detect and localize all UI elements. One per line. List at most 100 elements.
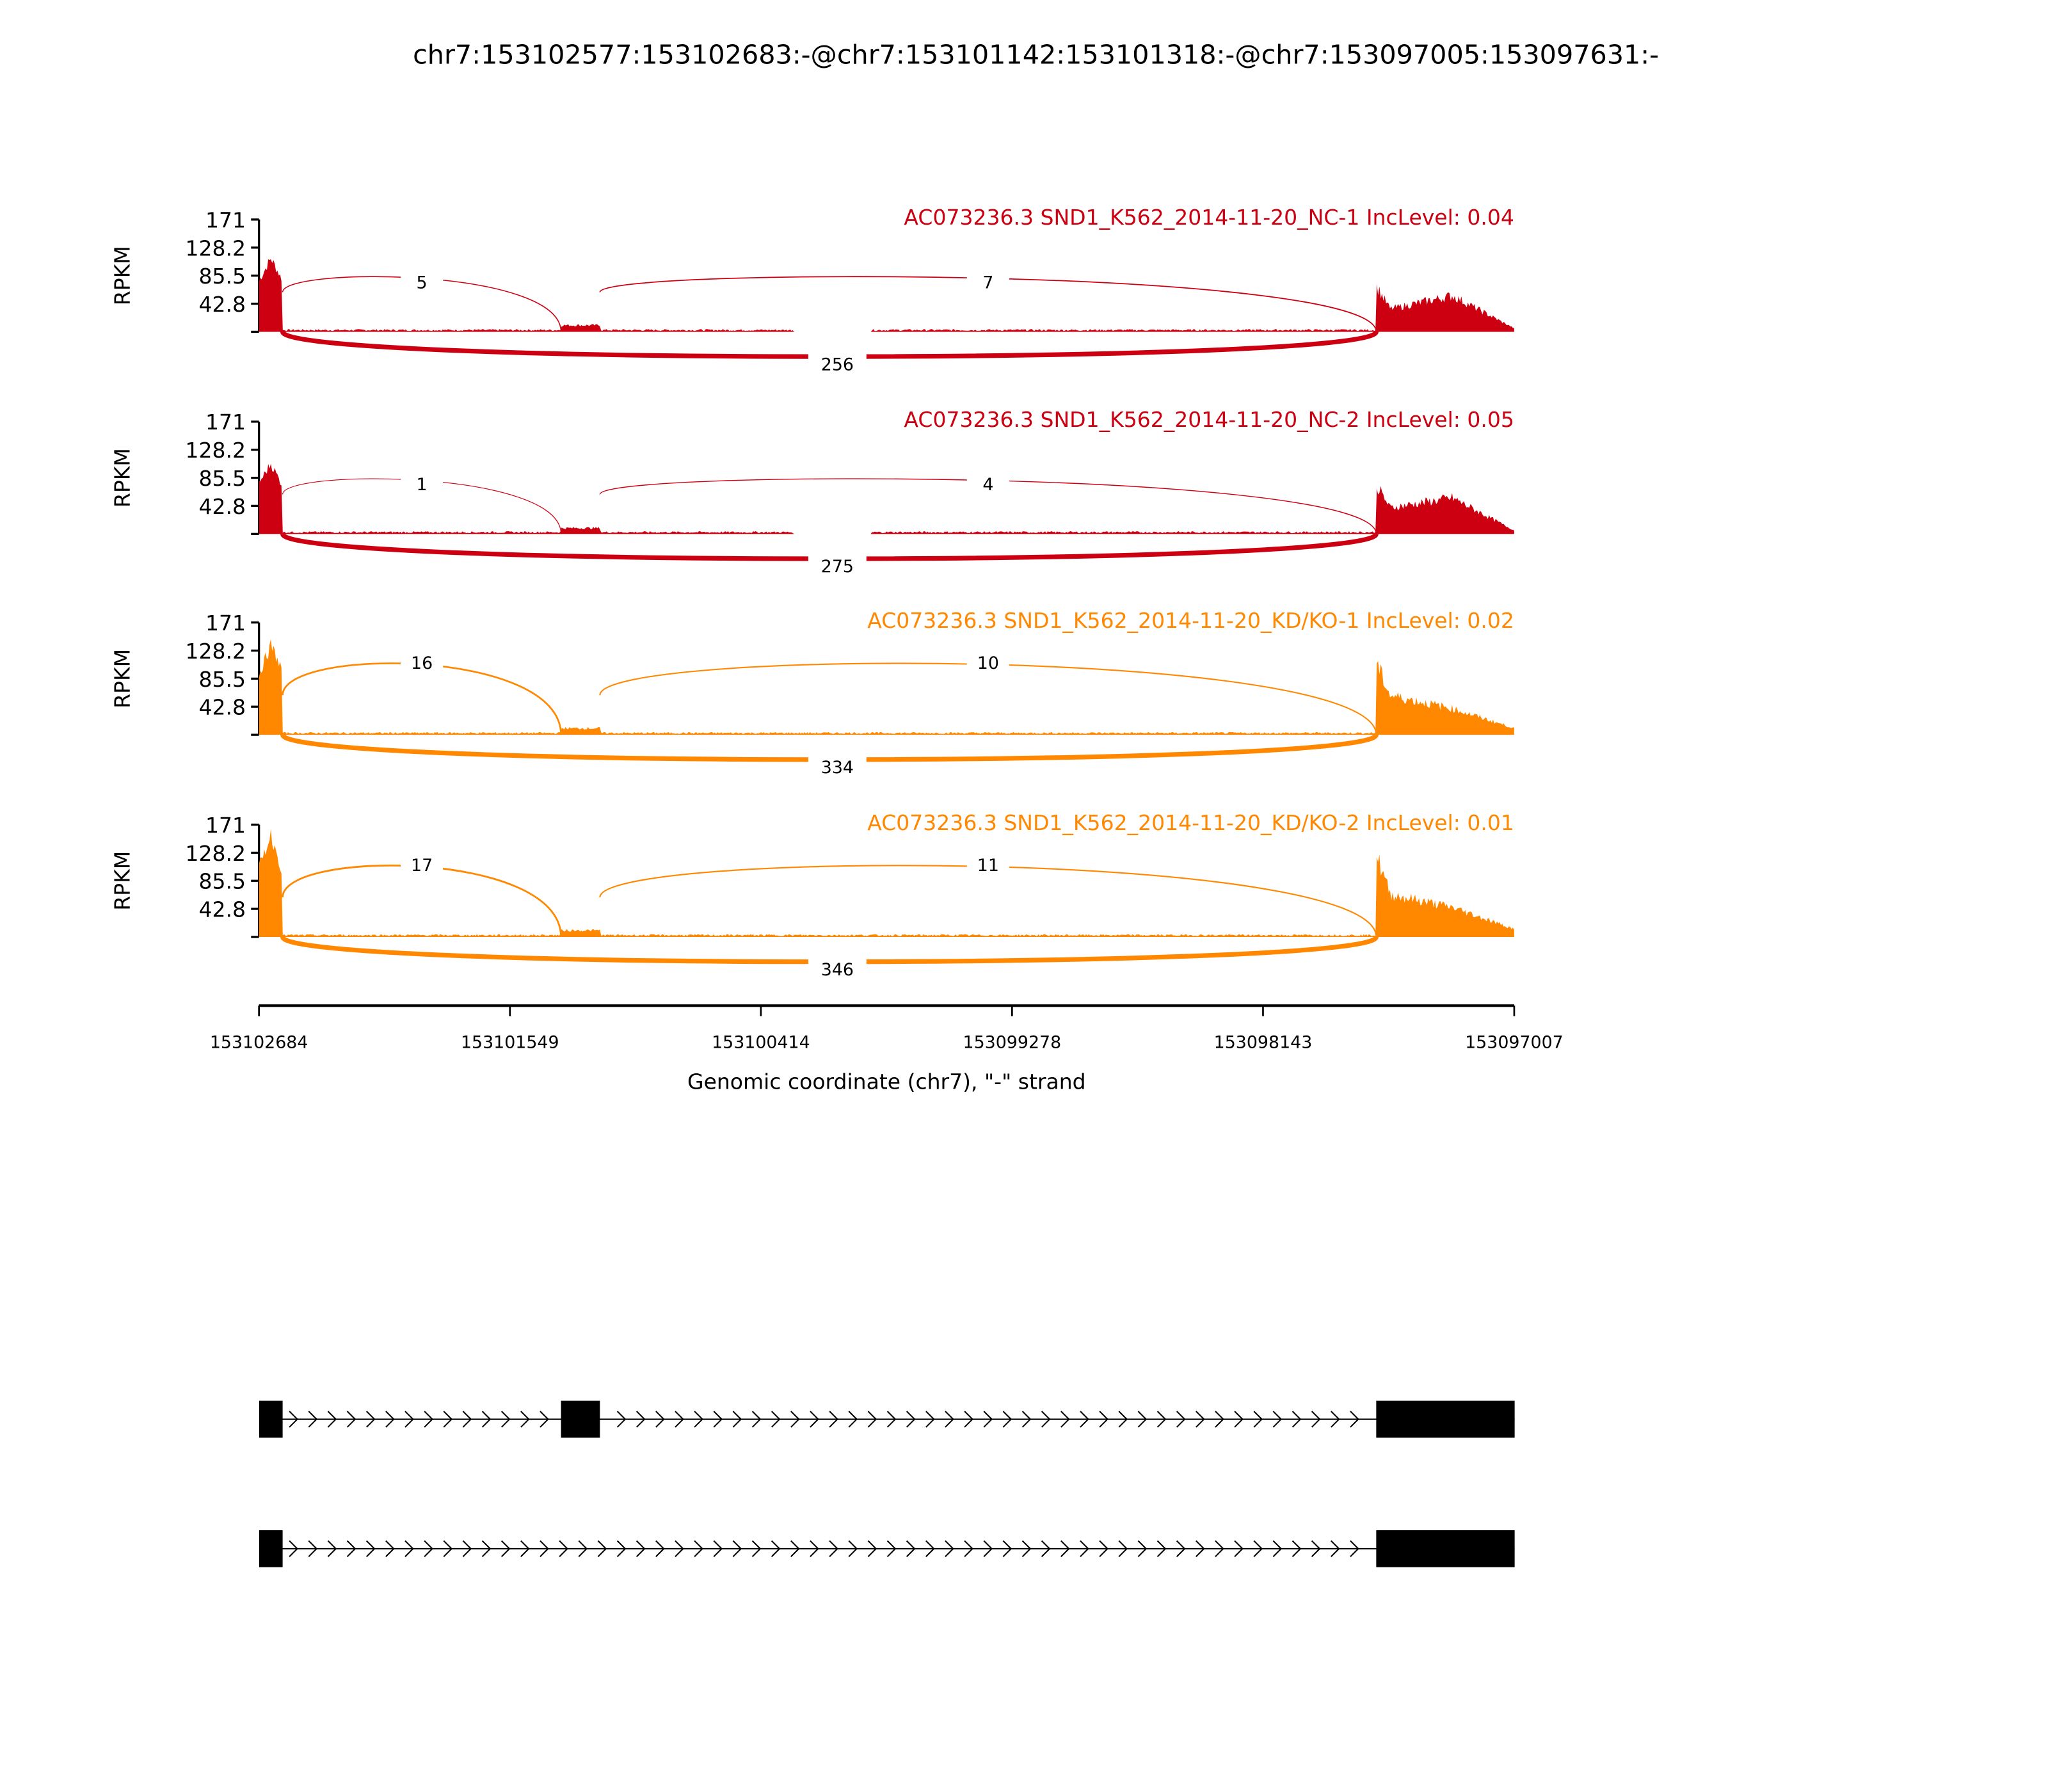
x-axis-label: Genomic coordinate (chr7), "-" strand: [687, 1069, 1086, 1094]
junction-count: 334: [821, 758, 854, 778]
y-axis-label: RPKM: [109, 246, 134, 305]
junction-label-bg: [966, 473, 1009, 495]
strand-arrow-icon: [636, 1540, 646, 1557]
strand-arrow-icon: [1272, 1411, 1283, 1428]
strand-arrow-icon: [481, 1411, 492, 1428]
junction-count: 16: [411, 653, 433, 673]
y-axis-label: RPKM: [109, 649, 134, 708]
x-tick-label: 153102684: [210, 1032, 308, 1052]
junction-label-bg: [808, 755, 867, 779]
exon-block: [259, 1530, 283, 1567]
strand-arrow-icon: [655, 1540, 665, 1557]
strand-arrow-icon: [308, 1411, 318, 1428]
junction-label-bg: [966, 271, 1009, 292]
strand-arrow-icon: [810, 1540, 819, 1557]
junction-label-bg: [808, 351, 867, 376]
strand-arrow-icon: [462, 1411, 472, 1428]
strand-arrow-icon: [1331, 1411, 1340, 1428]
junction-label-bg: [966, 652, 1009, 673]
y-tick-label: 42.8: [198, 494, 246, 519]
exon-block: [1376, 1400, 1515, 1438]
strand-arrow-icon: [1272, 1540, 1283, 1557]
junction-label-bg: [808, 554, 867, 578]
exon-block: [1376, 1530, 1515, 1567]
junction-label-bg: [966, 853, 1009, 875]
strand-arrow-icon: [385, 1540, 395, 1557]
strand-arrow-icon: [694, 1540, 703, 1557]
strand-arrow-icon: [751, 1540, 762, 1557]
strand-arrow-icon: [1021, 1540, 1032, 1557]
strand-arrow-icon: [675, 1540, 684, 1557]
strand-arrow-icon: [327, 1540, 337, 1557]
strand-arrow-icon: [559, 1540, 568, 1557]
strand-arrow-icon: [500, 1540, 511, 1557]
strand-arrow-icon: [1156, 1540, 1167, 1557]
strand-arrow-icon: [1080, 1411, 1089, 1428]
junction-arc: [282, 662, 562, 735]
strand-arrow-icon: [365, 1411, 376, 1428]
strand-arrow-icon: [925, 1411, 935, 1428]
y-tick-label: 85.5: [198, 869, 246, 894]
strand-arrow-icon: [616, 1540, 627, 1557]
strand-arrow-icon: [867, 1411, 877, 1428]
strand-arrow-icon: [790, 1411, 800, 1428]
sample-title: AC073236.3 SND1_K562_2014-11-20_KD/KO-2 …: [867, 810, 1514, 835]
strand-arrow-icon: [540, 1411, 549, 1428]
strand-arrow-icon: [886, 1411, 897, 1428]
strand-arrow-icon: [597, 1540, 607, 1557]
junction-label-bg: [401, 271, 444, 292]
strand-arrow-icon: [867, 1540, 877, 1557]
strand-arrow-icon: [289, 1540, 298, 1557]
strand-arrow-icon: [424, 1540, 433, 1557]
junction-count: 1: [417, 475, 428, 495]
y-axis-label: RPKM: [109, 851, 134, 911]
strand-arrow-icon: [925, 1540, 935, 1557]
strand-arrow-icon: [906, 1540, 916, 1557]
strand-arrow-icon: [1118, 1540, 1128, 1557]
strand-arrow-icon: [713, 1411, 723, 1428]
coverage-area: [259, 463, 1514, 534]
strand-arrow-icon: [1176, 1411, 1186, 1428]
strand-arrow-icon: [1137, 1411, 1148, 1428]
junction-count: 4: [982, 475, 993, 495]
exon-block: [561, 1400, 600, 1438]
coverage-area: [259, 259, 1514, 332]
main-title: chr7:153102577:153102683:-@chr7:15310114…: [413, 39, 1659, 70]
strand-arrow-icon: [636, 1411, 646, 1428]
strand-arrow-icon: [1041, 1540, 1051, 1557]
strand-arrow-icon: [289, 1411, 298, 1428]
strand-arrow-icon: [1253, 1411, 1263, 1428]
strand-arrow-icon: [404, 1540, 414, 1557]
sample-panel: 42.8 85.5 128.2 171 RPKM AC073236.3 SND1_K562…: [109, 407, 1514, 578]
strand-arrow-icon: [655, 1411, 665, 1428]
strand-arrow-icon: [1234, 1411, 1244, 1428]
strand-arrow-icon: [810, 1411, 819, 1428]
strand-arrow-icon: [1021, 1411, 1032, 1428]
strand-arrow-icon: [1215, 1411, 1224, 1428]
isoform-track: [259, 1400, 1515, 1438]
strand-arrow-icon: [404, 1411, 414, 1428]
sample-panel: 42.8 85.5 128.2 171 RPKM AC073236.3 SND1_K562…: [109, 205, 1514, 376]
junction-count: 256: [821, 355, 854, 374]
y-tick-label: 171: [205, 611, 246, 636]
strand-arrow-icon: [732, 1540, 742, 1557]
junction-count: 275: [821, 557, 854, 577]
strand-arrow-icon: [1292, 1411, 1302, 1428]
gene-model: [259, 1400, 1515, 1567]
junction-label-bg: [401, 652, 444, 673]
junction-label-bg: [401, 853, 444, 875]
strand-arrow-icon: [1002, 1540, 1012, 1557]
strand-arrow-icon: [1060, 1411, 1070, 1428]
junction-count: 10: [977, 653, 999, 673]
strand-arrow-icon: [945, 1411, 954, 1428]
strand-arrow-icon: [1253, 1540, 1263, 1557]
strand-arrow-icon: [385, 1411, 395, 1428]
strand-arrow-icon: [1196, 1411, 1205, 1428]
junction-arc: [599, 865, 1377, 938]
strand-arrow-icon: [1350, 1411, 1359, 1428]
strand-arrow-icon: [848, 1540, 858, 1557]
junction-arc: [282, 864, 562, 938]
strand-arrow-icon: [1041, 1411, 1051, 1428]
strand-arrow-icon: [1099, 1540, 1108, 1557]
